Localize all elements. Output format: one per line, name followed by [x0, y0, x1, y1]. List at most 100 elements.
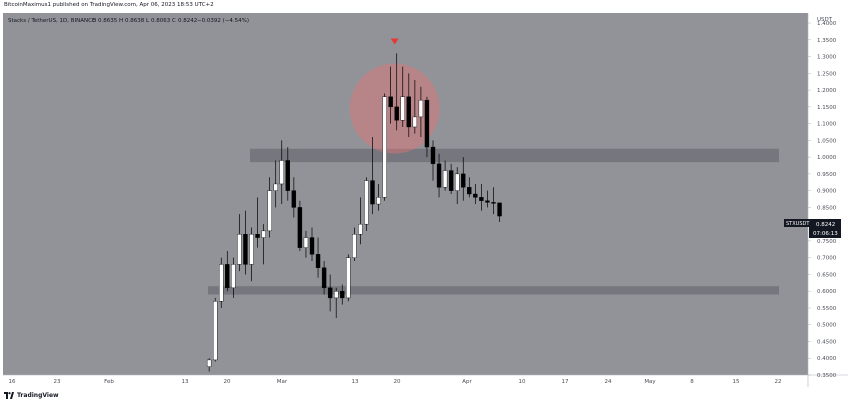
candle [473, 183, 478, 205]
candle [291, 177, 297, 218]
legend-high-label: H [119, 18, 123, 24]
candle [243, 210, 248, 275]
x-tick-label: Feb [104, 379, 114, 385]
candle-body [485, 200, 490, 203]
candle-body [261, 230, 266, 238]
current-price: 0.8242 [816, 222, 835, 228]
candle-body [267, 190, 272, 232]
candle [279, 140, 284, 205]
candle-body [321, 267, 327, 289]
y-tick-label: 1.0000 [817, 155, 837, 161]
candle-body [479, 197, 484, 201]
candle [382, 93, 387, 201]
candlestick-chart[interactable]: USDT 1.4000 1.3500 1.3000 1.2500 1.2000 1.150… [0, 11, 850, 389]
candle-body [358, 223, 363, 235]
candle-body [376, 197, 381, 205]
candle-body [327, 287, 333, 299]
symbol-tag: STXUSDT [786, 221, 810, 227]
y-tick-label: 1.4000 [817, 21, 837, 27]
candle-body [400, 96, 405, 121]
candle-body [430, 146, 436, 165]
candle-body [418, 99, 424, 118]
x-tick-label: 10 [519, 379, 526, 385]
candle-body [249, 234, 254, 265]
candle [225, 250, 230, 292]
candle [461, 157, 466, 201]
candle [219, 257, 224, 308]
x-tick-label: Apr [462, 379, 472, 385]
legend-symbol: Stacks / TetherUS, 1D, BINANCE [8, 18, 96, 24]
candle [261, 224, 266, 265]
candle-body [412, 116, 418, 128]
x-tick-label: 20 [224, 379, 231, 385]
candle [485, 190, 490, 208]
candle [206, 358, 212, 372]
candle [436, 153, 442, 198]
y-tick-label: 1.3000 [817, 55, 837, 61]
price-label: STXUSDT 0.8242 07:06:13 [784, 219, 841, 238]
candle-body [455, 173, 460, 191]
candle-body [352, 234, 357, 258]
candle-body [461, 173, 466, 188]
candle [364, 177, 369, 231]
y-tick-label: 1.0500 [817, 138, 837, 144]
candle-body [309, 237, 315, 255]
candle-body [237, 234, 242, 265]
candle [297, 200, 303, 251]
candle [455, 167, 460, 205]
candle-body [388, 96, 393, 108]
candle [346, 254, 351, 302]
bar-countdown: 07:06:13 [813, 231, 838, 237]
candle [231, 257, 236, 298]
legend-low-label: L [146, 18, 150, 24]
candle-body [406, 96, 411, 128]
candle [442, 160, 448, 191]
candles [206, 53, 502, 372]
candle-body [394, 106, 399, 121]
candle [412, 80, 418, 134]
candle-body [370, 180, 375, 205]
candle-body [243, 234, 248, 265]
candle-body [364, 180, 369, 225]
candle [448, 163, 454, 194]
plot-area[interactable] [3, 13, 808, 375]
candle [309, 227, 315, 262]
candle-body [273, 183, 278, 191]
y-tick-label: 0.7500 [817, 239, 837, 245]
candle-body [436, 163, 442, 188]
y-tick-label: 0.4500 [817, 339, 837, 345]
candle-body [231, 264, 236, 289]
candle [467, 177, 472, 198]
horizontal-zone-1 [250, 148, 779, 163]
candle-body [346, 257, 351, 299]
symbol-tag-bg [784, 219, 809, 227]
candle-body [448, 170, 454, 191]
legend-low-value: 0.8063 [151, 18, 171, 24]
tradingview-logo-icon [4, 392, 14, 399]
candle-body [303, 237, 309, 248]
y-tick-label: 1.2000 [817, 88, 837, 94]
candle [491, 187, 496, 215]
candle [327, 274, 333, 312]
candle [255, 197, 260, 248]
legend-open-value: 0.8635 [98, 18, 118, 24]
y-tick-label: 0.9500 [817, 172, 837, 178]
candle [285, 147, 290, 201]
y-tick-label: 0.6000 [817, 289, 837, 295]
support-resistance-zones [208, 148, 779, 295]
candle [358, 197, 363, 245]
candle [303, 230, 309, 258]
candle-body [497, 202, 502, 217]
legend: Stacks / TetherUS, 1D, BINANCE O 0.8635 … [8, 18, 249, 24]
candle [418, 86, 424, 138]
tradingview-logo[interactable]: TradingView [4, 392, 59, 399]
candle [430, 140, 436, 181]
x-tick-label: May [644, 379, 656, 385]
x-axis-ticks: 16 23 Feb 13 20 Mar 13 20 Apr 10 17 24 May 8 15 22 [9, 379, 782, 385]
legend-open-label: O [92, 18, 97, 24]
y-tick-label: 0.5500 [817, 306, 837, 312]
candle [376, 183, 381, 211]
x-tick-label: 13 [182, 379, 189, 385]
candle [315, 237, 321, 278]
candle [267, 177, 272, 238]
